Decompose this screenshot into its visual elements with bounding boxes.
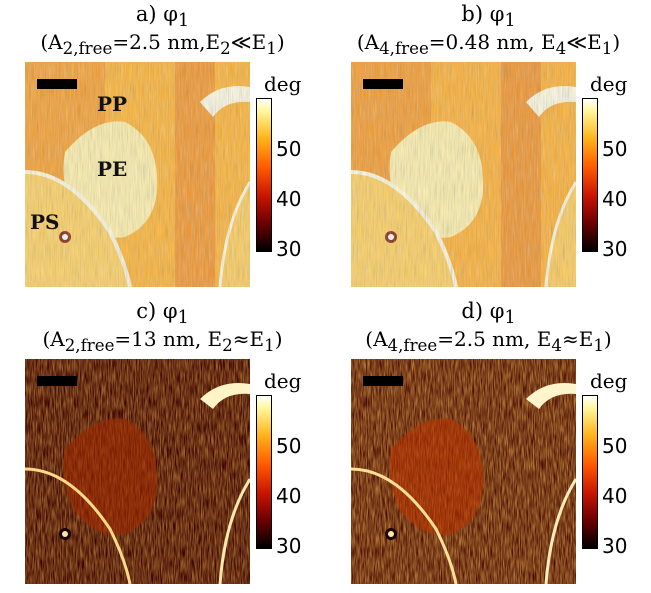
colorbar-tick: 40 xyxy=(602,187,628,211)
colorbar-tick: 30 xyxy=(602,237,628,261)
panel-c: c) φ1 (A2,free=13 nm, E2≈E1) deg 50 40 3… xyxy=(0,297,325,593)
panel-params: (A2,free=13 nm, E2≈E1) xyxy=(42,327,283,355)
phase-map xyxy=(351,359,576,584)
colorbar xyxy=(582,98,598,252)
colorbar-tick: 50 xyxy=(276,434,302,458)
panel-params: (A4,free=0.48 nm, E4≪E1) xyxy=(356,30,621,58)
scale-bar xyxy=(363,79,403,89)
panel-label: a) φ1 xyxy=(135,2,190,32)
panel-d: d) φ1 (A4,free=2.5 nm, E4≈E1) deg 50 40 … xyxy=(326,297,651,593)
panel-label: b) φ1 xyxy=(461,2,516,32)
colorbar-tick: 40 xyxy=(602,484,628,508)
phase-map: PP PE PS xyxy=(25,62,250,287)
scale-bar xyxy=(37,376,77,386)
colorbar-tick: 50 xyxy=(602,434,628,458)
phase-map xyxy=(351,62,576,287)
colorbar-tick: 50 xyxy=(276,137,302,161)
colorbar-tick: 30 xyxy=(276,534,302,558)
colorbar-tick: 50 xyxy=(602,137,628,161)
colorbar xyxy=(256,395,272,549)
panel-params: (A4,free=2.5 nm, E4≈E1) xyxy=(365,327,612,355)
panel-b: b) φ1 (A4,free=0.48 nm, E4≪E1) xyxy=(326,0,651,296)
colorbar-tick: 30 xyxy=(602,534,628,558)
colorbar-tick: 30 xyxy=(276,237,302,261)
colorbar xyxy=(582,395,598,549)
panel-params: (A2,free=2.5 nm,E2≪E1) xyxy=(40,30,285,58)
panel-a: a) φ1 (A2,free=2.5 nm,E2≪E1) xyxy=(0,0,325,296)
colorbar-unit: deg xyxy=(590,369,628,393)
region-label-pp: PP xyxy=(97,92,128,116)
scale-bar xyxy=(37,79,77,89)
colorbar xyxy=(256,98,272,252)
colorbar-unit: deg xyxy=(264,369,302,393)
region-label-ps: PS xyxy=(30,210,60,234)
colorbar-tick: 40 xyxy=(276,187,302,211)
panel-label: d) φ1 xyxy=(461,299,516,329)
region-label-pe: PE xyxy=(97,157,128,181)
colorbar-tick: 40 xyxy=(276,484,302,508)
scale-bar xyxy=(363,376,403,386)
phase-map xyxy=(25,359,250,584)
colorbar-unit: deg xyxy=(264,72,302,96)
colorbar-unit: deg xyxy=(590,72,628,96)
panel-label: c) φ1 xyxy=(136,299,189,329)
